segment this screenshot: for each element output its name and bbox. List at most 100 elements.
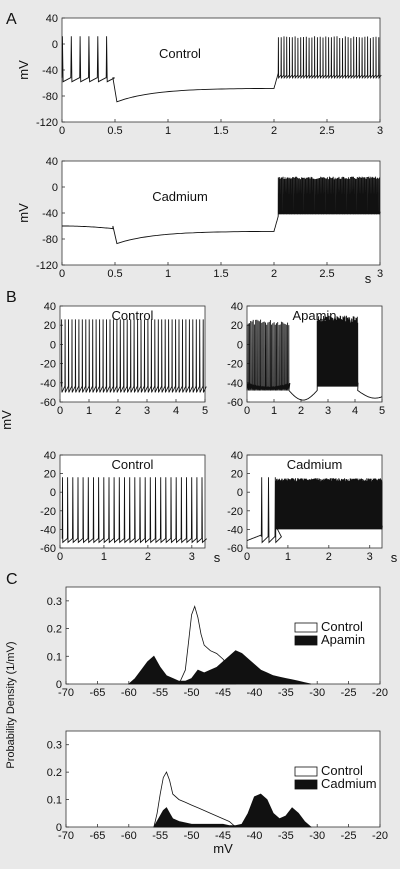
x-tick-label: 0 bbox=[244, 405, 250, 417]
density-control bbox=[153, 771, 237, 828]
x-tick-label: 2 bbox=[298, 405, 304, 417]
density-apamin bbox=[127, 650, 311, 685]
panel-label-c: C bbox=[6, 571, 18, 588]
legend-label: Cadmium bbox=[321, 776, 377, 791]
legend-label: Control bbox=[321, 763, 363, 778]
y-tick-label: 0 bbox=[237, 339, 243, 351]
x-tick-label: 2 bbox=[271, 125, 277, 137]
chart-b1: 0 1 2 3 4 5 40 20 0 -20 -40 -60 Control mV bbox=[0, 301, 208, 430]
x-tick-label: -30 bbox=[309, 687, 325, 699]
x-axis-label: s bbox=[365, 271, 372, 286]
chart-a2: 0 0.5 1 1.5 2 2.5 3 40 0 -40 -80 -120 Cadmium mV s bbox=[16, 156, 383, 286]
x-tick-label: 3 bbox=[144, 405, 150, 417]
y-tick-label: -20 bbox=[227, 506, 243, 518]
x-tick-label: 0.5 bbox=[107, 268, 122, 280]
x-tick-label: -25 bbox=[341, 830, 357, 842]
y-tick-label: 40 bbox=[44, 301, 56, 313]
y-tick-label: -60 bbox=[227, 543, 243, 555]
y-tick-label: -40 bbox=[40, 378, 56, 390]
y-tick-label: 20 bbox=[44, 469, 56, 481]
legend-swatch bbox=[294, 766, 318, 777]
x-tick-label: 1 bbox=[285, 551, 291, 563]
x-tick-label: -35 bbox=[278, 830, 294, 842]
x-tick-label: 3 bbox=[189, 551, 195, 563]
x-tick-label: 2.5 bbox=[319, 125, 334, 137]
x-tick-label: -20 bbox=[372, 687, 388, 699]
y-tick-label: -40 bbox=[227, 378, 243, 390]
panel-label-a: A bbox=[6, 11, 17, 28]
y-tick-label: -40 bbox=[42, 65, 58, 77]
y-tick-label: 0 bbox=[52, 39, 58, 51]
y-tick-label: -120 bbox=[36, 117, 58, 129]
y-axis-label: mV bbox=[16, 203, 31, 223]
voltage-trace bbox=[246, 477, 383, 544]
legend-label: Control bbox=[321, 619, 363, 634]
chart-b4: 0 1 2 3 40 20 0 -20 -40 -60 Cadmium s bbox=[227, 450, 398, 565]
x-tick-label: 0 bbox=[244, 551, 250, 563]
voltage-trace bbox=[61, 319, 207, 393]
x-tick-label: -70 bbox=[58, 687, 74, 699]
x-axis-label: mV bbox=[213, 841, 233, 856]
x-tick-label: -45 bbox=[215, 687, 231, 699]
x-tick-label: 0 bbox=[59, 125, 65, 137]
y-tick-label: 40 bbox=[231, 301, 243, 313]
y-tick-label: -80 bbox=[42, 234, 58, 246]
x-tick-label: 2 bbox=[145, 551, 151, 563]
x-tick-label: 4 bbox=[173, 405, 179, 417]
x-tick-label: 2 bbox=[326, 551, 332, 563]
x-tick-label: 1 bbox=[86, 405, 92, 417]
x-tick-label: 2 bbox=[115, 405, 121, 417]
y-tick-label: 0.1 bbox=[47, 651, 62, 663]
y-tick-label: -20 bbox=[40, 506, 56, 518]
x-tick-label: -65 bbox=[89, 687, 105, 699]
y-tick-label: 0 bbox=[56, 679, 62, 691]
y-tick-label: -20 bbox=[40, 359, 56, 371]
y-tick-label: -80 bbox=[42, 91, 58, 103]
x-tick-label: 3 bbox=[377, 125, 383, 137]
x-axis-label: s bbox=[214, 550, 221, 565]
x-tick-label: 3 bbox=[325, 405, 331, 417]
y-axis-label: mV bbox=[0, 410, 14, 430]
y-tick-label: -20 bbox=[227, 359, 243, 371]
y-tick-label: -40 bbox=[42, 208, 58, 220]
y-tick-label: -40 bbox=[227, 524, 243, 536]
y-tick-label: -60 bbox=[227, 397, 243, 409]
voltage-trace bbox=[61, 36, 382, 103]
y-tick-label: 0 bbox=[237, 487, 243, 499]
y-tick-label: -40 bbox=[40, 524, 56, 536]
y-axis-label: mV bbox=[16, 60, 31, 80]
x-tick-label: 2 bbox=[271, 268, 277, 280]
y-tick-label: 40 bbox=[44, 450, 56, 462]
chart-a1: 0 0.5 1 1.5 2 2.5 3 40 0 -40 -80 -120 Control mV bbox=[16, 13, 383, 137]
legend-swatch bbox=[294, 635, 318, 646]
chart-title: Control bbox=[112, 457, 154, 472]
chart-title: Control bbox=[159, 46, 201, 61]
panel-label-b: B bbox=[6, 289, 17, 306]
x-tick-label: -25 bbox=[341, 687, 357, 699]
x-tick-label: 3 bbox=[377, 268, 383, 280]
voltage-trace bbox=[61, 477, 207, 544]
y-tick-label: 40 bbox=[46, 13, 58, 25]
x-tick-label: -65 bbox=[89, 830, 105, 842]
x-tick-label: -40 bbox=[246, 830, 262, 842]
y-tick-label: 0 bbox=[52, 182, 58, 194]
voltage-trace bbox=[246, 315, 383, 401]
x-tick-label: 2.5 bbox=[319, 268, 334, 280]
y-tick-label: 40 bbox=[46, 156, 58, 168]
y-tick-label: 0.2 bbox=[47, 767, 62, 779]
x-tick-label: -55 bbox=[152, 687, 168, 699]
chart-title: Control bbox=[112, 308, 154, 323]
x-tick-label: 1 bbox=[165, 125, 171, 137]
y-axis-label: Probability Density (1/mV) bbox=[5, 641, 17, 768]
x-tick-label: 5 bbox=[202, 405, 208, 417]
x-tick-label: -60 bbox=[121, 830, 137, 842]
x-tick-label: 1 bbox=[271, 405, 277, 417]
y-tick-label: 20 bbox=[231, 469, 243, 481]
x-tick-label: -35 bbox=[278, 687, 294, 699]
x-tick-label: -55 bbox=[152, 830, 168, 842]
x-tick-label: -50 bbox=[184, 830, 200, 842]
y-tick-label: 0 bbox=[56, 822, 62, 834]
plot-area bbox=[61, 17, 381, 123]
